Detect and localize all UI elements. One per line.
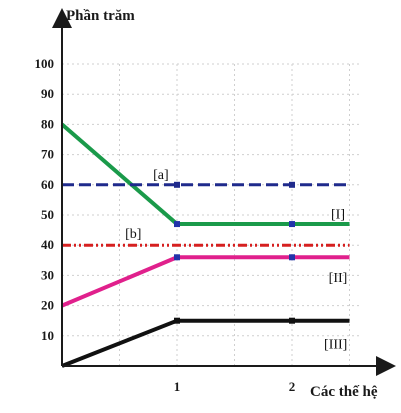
x-tick-label: 2 xyxy=(289,379,296,394)
grid xyxy=(62,63,361,366)
data-point-marker xyxy=(174,254,180,261)
series-label-iii: [III] xyxy=(324,337,347,352)
data-point-marker xyxy=(289,181,295,188)
x-axis-title: Các thế hệ xyxy=(310,384,378,400)
y-tick-label: 10 xyxy=(41,328,54,343)
y-tick-label: 90 xyxy=(41,86,54,101)
series-label-i: [I] xyxy=(331,207,345,222)
series-label-ii: [II] xyxy=(329,271,348,286)
y-tick-label: 80 xyxy=(41,116,54,131)
x-tick-label: 1 xyxy=(174,379,181,394)
y-tick-label: 70 xyxy=(41,147,54,162)
data-point-marker xyxy=(289,317,295,324)
y-tick-label: 40 xyxy=(41,237,54,252)
series-line-i xyxy=(60,122,350,227)
series-line-ii xyxy=(61,255,350,308)
data-point-marker xyxy=(174,317,180,324)
axes xyxy=(52,8,396,376)
series-label-b: [b] xyxy=(125,227,141,242)
y-tick-label: 100 xyxy=(35,56,55,71)
series-group xyxy=(60,122,350,368)
y-tick-label: 50 xyxy=(41,207,54,222)
tick-labels: 10 20 30 40 50 60 70 80 90 100 1 2 xyxy=(35,56,296,394)
data-point-marker xyxy=(289,254,295,261)
y-tick-label: 20 xyxy=(41,298,54,313)
y-tick-label: 60 xyxy=(41,177,54,192)
data-point-marker xyxy=(289,221,295,228)
y-axis-title: Phần trăm xyxy=(66,8,135,24)
data-point-marker xyxy=(174,181,180,188)
series-label-a: [a] xyxy=(153,168,169,183)
data-point-marker xyxy=(174,221,180,228)
y-tick-label: 30 xyxy=(41,267,54,282)
series-labels: [a] [b] [I] [II] [III] xyxy=(125,168,347,352)
series-line-iii xyxy=(61,318,350,368)
